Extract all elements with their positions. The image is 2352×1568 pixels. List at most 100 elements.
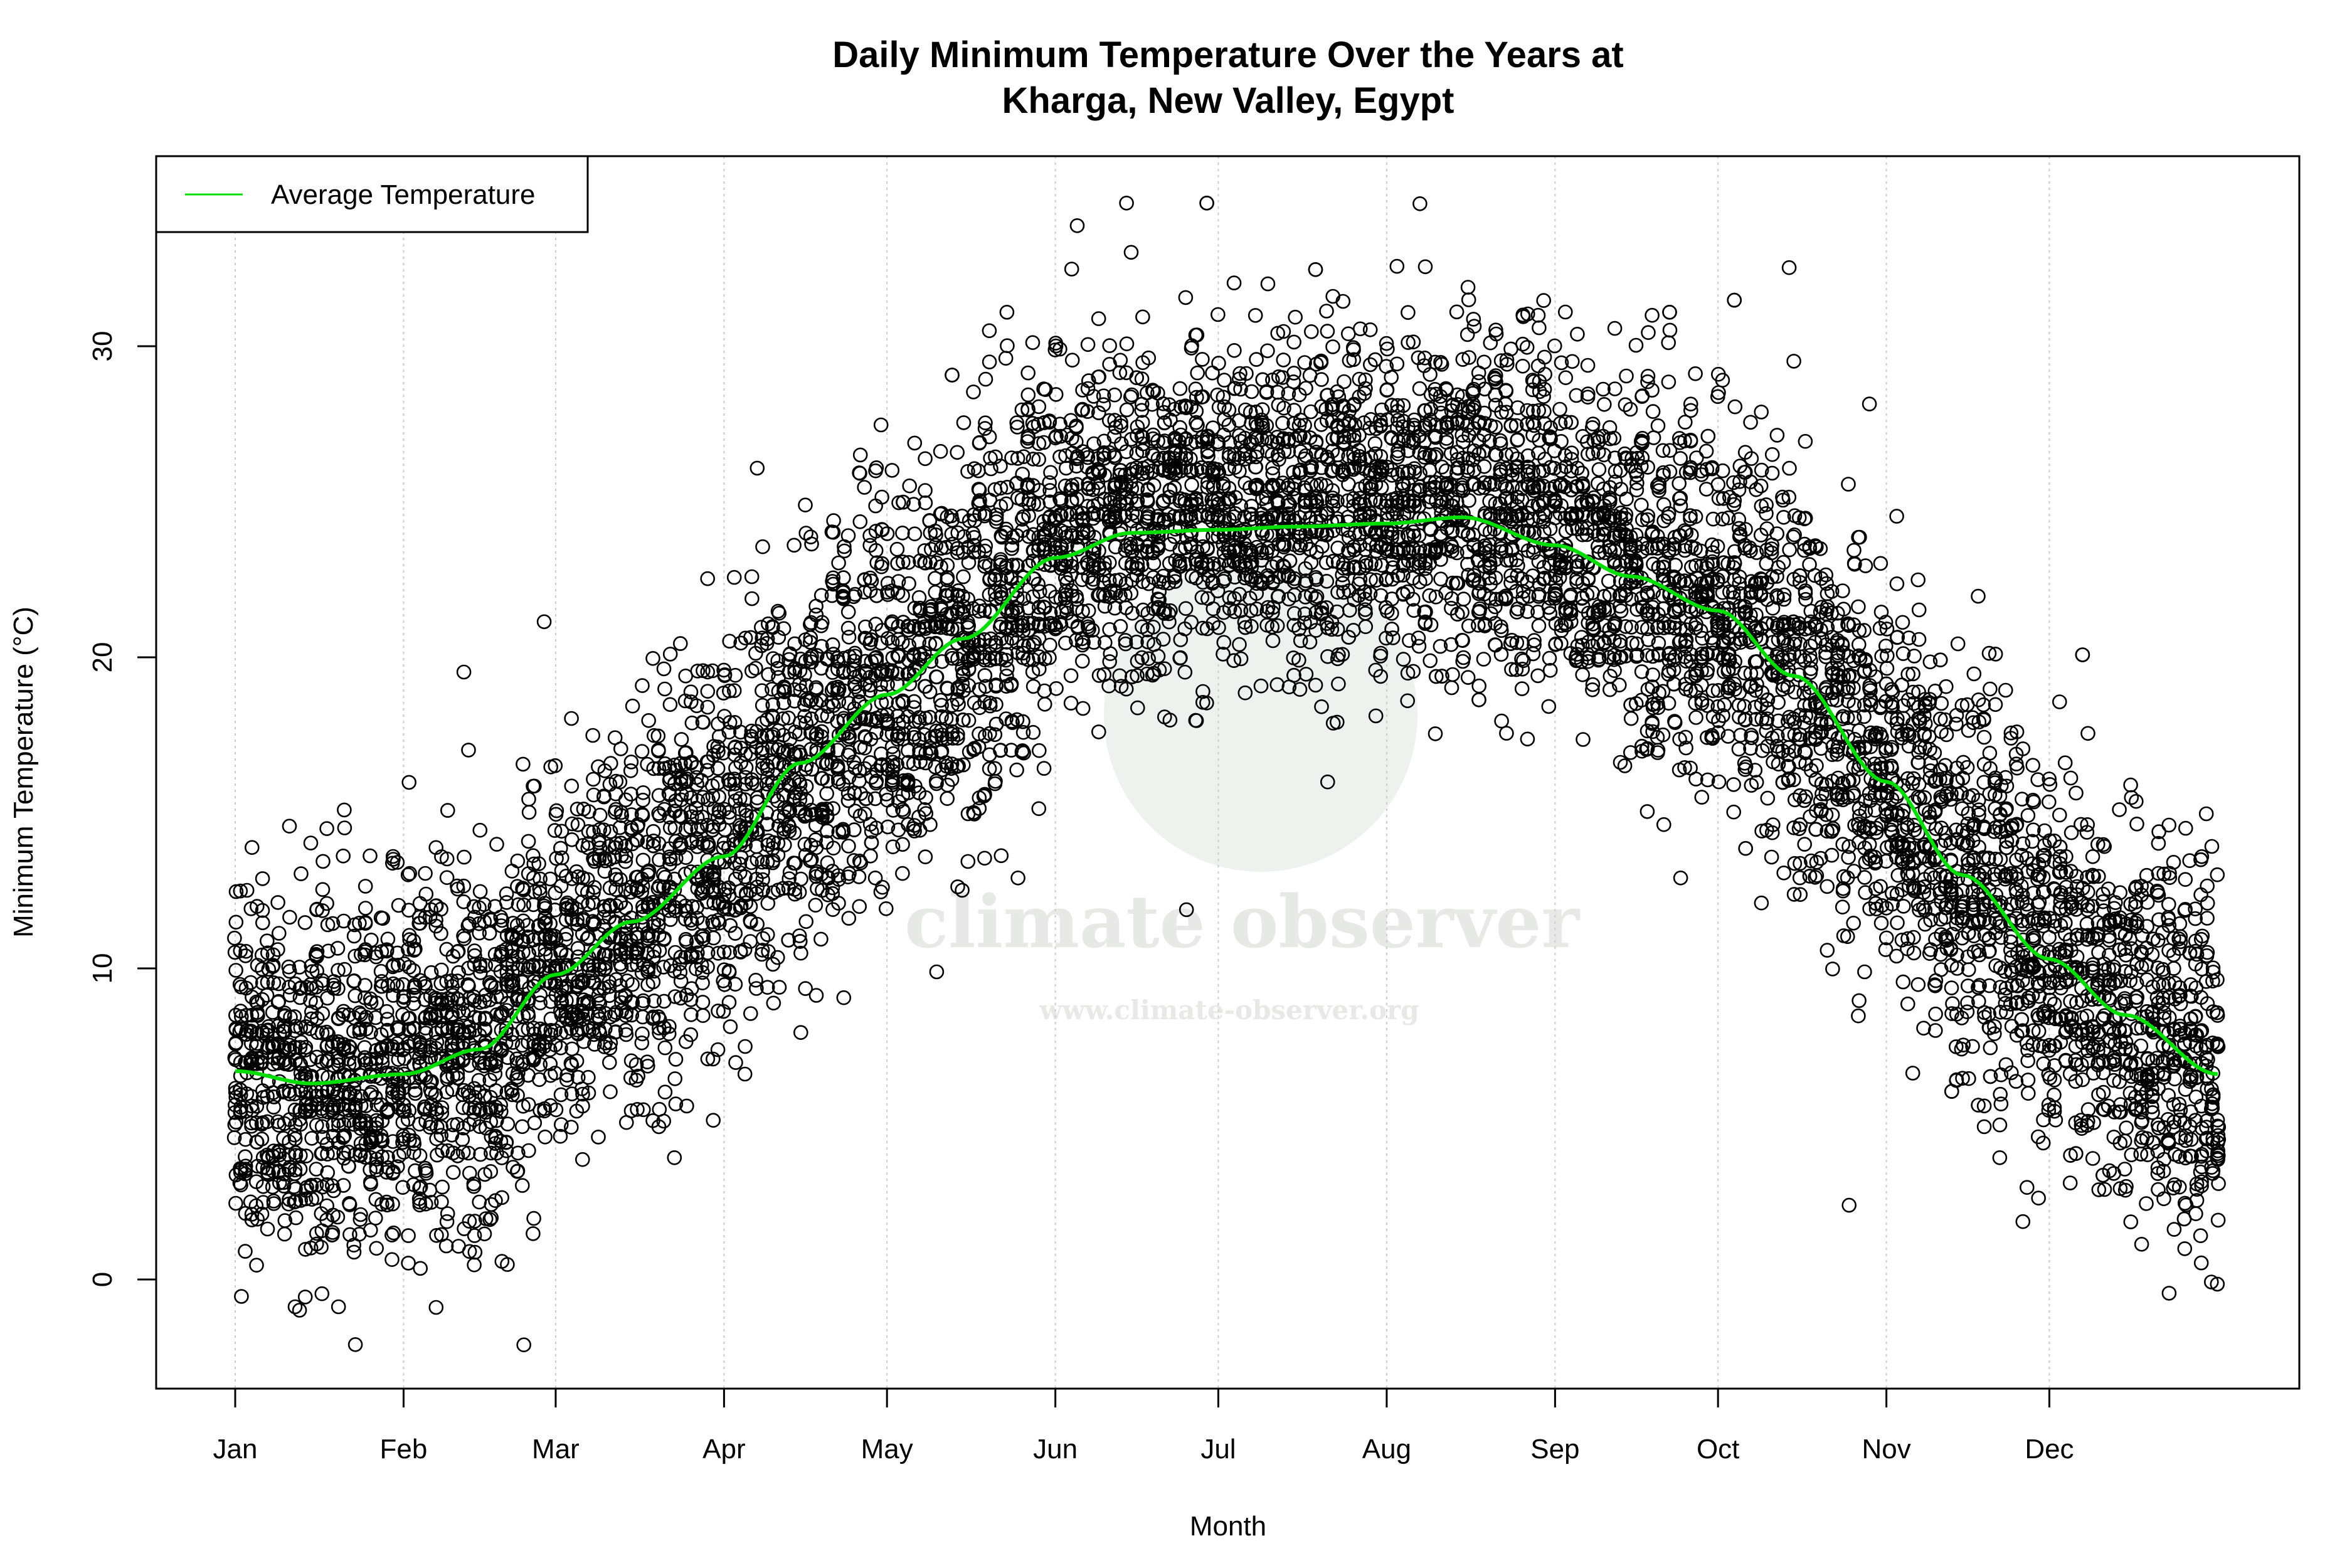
data-point bbox=[813, 931, 829, 947]
data-point bbox=[744, 569, 760, 585]
data-point bbox=[2123, 1214, 2139, 1229]
data-point bbox=[438, 1238, 454, 1254]
data-point bbox=[521, 834, 536, 849]
data-point bbox=[1195, 684, 1210, 699]
data-point bbox=[852, 465, 867, 481]
data-point bbox=[662, 647, 678, 662]
data-point bbox=[1260, 343, 1275, 359]
data-point bbox=[901, 755, 916, 770]
data-point bbox=[439, 870, 455, 885]
data-point bbox=[956, 415, 972, 430]
data-point bbox=[2204, 839, 2220, 854]
data-point bbox=[1471, 678, 1486, 694]
data-point bbox=[1412, 196, 1428, 211]
data-point bbox=[1042, 494, 1057, 510]
data-point bbox=[266, 1099, 282, 1115]
data-point bbox=[1324, 464, 1339, 479]
data-point bbox=[1966, 715, 1981, 730]
data-point bbox=[700, 571, 715, 586]
data-point bbox=[1227, 342, 1242, 358]
data-point bbox=[1433, 571, 1448, 587]
data-point bbox=[1786, 887, 1802, 902]
data-point bbox=[408, 941, 423, 956]
data-point bbox=[1835, 837, 1850, 852]
data-point bbox=[831, 555, 846, 571]
data-point bbox=[260, 1221, 275, 1237]
data-point bbox=[1945, 996, 1960, 1011]
data-point bbox=[1135, 415, 1150, 430]
data-point bbox=[292, 1303, 307, 1318]
data-point bbox=[1591, 462, 1607, 477]
data-point bbox=[1249, 352, 1264, 367]
data-point bbox=[1793, 788, 1808, 803]
data-point bbox=[1976, 729, 1992, 745]
data-point bbox=[1335, 294, 1351, 309]
data-point bbox=[775, 711, 791, 726]
data-point bbox=[564, 778, 580, 793]
data-point bbox=[1597, 396, 1612, 412]
watermark-name: climate observer bbox=[904, 880, 1581, 965]
data-point bbox=[1992, 1150, 2008, 1165]
data-point bbox=[1820, 879, 1835, 894]
data-point bbox=[902, 478, 917, 494]
data-point bbox=[1459, 327, 1475, 342]
data-point bbox=[297, 1290, 313, 1305]
data-point bbox=[2063, 825, 2079, 840]
data-point bbox=[684, 715, 700, 731]
data-point bbox=[1525, 403, 1541, 419]
data-point bbox=[516, 756, 531, 772]
data-point bbox=[635, 678, 650, 693]
data-point bbox=[1662, 443, 1678, 458]
data-point bbox=[1661, 374, 1677, 389]
data-point bbox=[787, 682, 802, 697]
watermark-logo bbox=[1104, 558, 1417, 872]
data-point bbox=[1889, 509, 1904, 524]
data-point bbox=[543, 994, 559, 1009]
data-point bbox=[840, 604, 856, 620]
data-point bbox=[401, 903, 416, 918]
data-point bbox=[1895, 974, 1911, 990]
data-point bbox=[271, 926, 287, 941]
data-point bbox=[1776, 509, 1791, 525]
data-point bbox=[2193, 1255, 2209, 1271]
data-point bbox=[1530, 358, 1546, 374]
data-point bbox=[608, 882, 623, 898]
data-point bbox=[950, 445, 965, 460]
data-point bbox=[1726, 804, 1741, 820]
data-point bbox=[2204, 1081, 2219, 1096]
data-point bbox=[1411, 638, 1427, 654]
data-point bbox=[255, 871, 270, 886]
data-point bbox=[1163, 536, 1178, 552]
data-point bbox=[1727, 399, 1743, 415]
data-point bbox=[1396, 652, 1411, 667]
data-point bbox=[445, 1165, 461, 1180]
data-point bbox=[808, 988, 824, 1003]
data-point bbox=[836, 990, 852, 1005]
data-point bbox=[1064, 262, 1079, 277]
data-point bbox=[2052, 807, 2067, 823]
data-point bbox=[1846, 653, 1862, 669]
data-point bbox=[1320, 324, 1335, 339]
data-point bbox=[1336, 556, 1351, 572]
data-point bbox=[657, 1040, 673, 1056]
data-point bbox=[1449, 304, 1465, 320]
data-point bbox=[1617, 758, 1633, 773]
data-point bbox=[1564, 445, 1579, 461]
data-point bbox=[679, 1098, 694, 1114]
data-point bbox=[841, 911, 857, 926]
data-point bbox=[1037, 683, 1052, 699]
data-point bbox=[820, 855, 835, 871]
data-point bbox=[1423, 617, 1439, 633]
data-point bbox=[2145, 1105, 2160, 1120]
data-point bbox=[618, 839, 633, 854]
data-point bbox=[1835, 899, 1850, 914]
data-point bbox=[1905, 1066, 1920, 1081]
data-point bbox=[700, 699, 715, 715]
data-point bbox=[1042, 650, 1057, 665]
data-point bbox=[1009, 528, 1025, 543]
data-point bbox=[1651, 635, 1666, 651]
data-point bbox=[1248, 308, 1263, 323]
data-point bbox=[288, 1210, 304, 1226]
data-point bbox=[1119, 336, 1135, 352]
data-point bbox=[342, 1227, 358, 1242]
